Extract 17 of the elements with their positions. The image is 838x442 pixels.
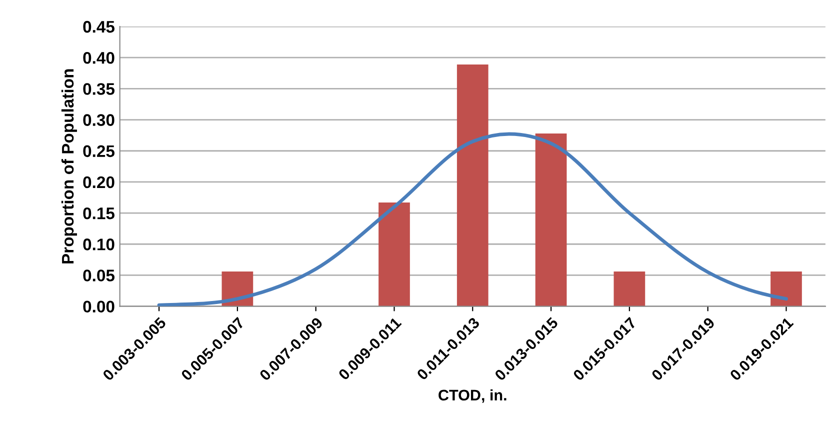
y-tick-label: 0.15: [83, 207, 115, 220]
bar: [614, 271, 646, 306]
y-axis-title: Proportion of Population: [61, 69, 77, 264]
bar: [770, 271, 802, 306]
y-tick-label: 0.00: [83, 300, 114, 313]
y-tick-label: 0.05: [83, 270, 115, 282]
y-tick-label: 0.20: [83, 176, 114, 188]
y-tick-label: 0.25: [83, 145, 115, 158]
y-tick-label: 0.40: [83, 52, 114, 64]
bar: [535, 133, 567, 306]
bar: [378, 202, 410, 306]
y-tick-label: 0.30: [83, 114, 114, 126]
bar: [456, 64, 488, 306]
y-tick-label: 0.45: [83, 20, 115, 33]
y-tick-label: 0.10: [83, 238, 114, 250]
x-axis-title: CTOD, in.: [438, 389, 506, 403]
y-tick-label: 0.35: [83, 83, 115, 95]
